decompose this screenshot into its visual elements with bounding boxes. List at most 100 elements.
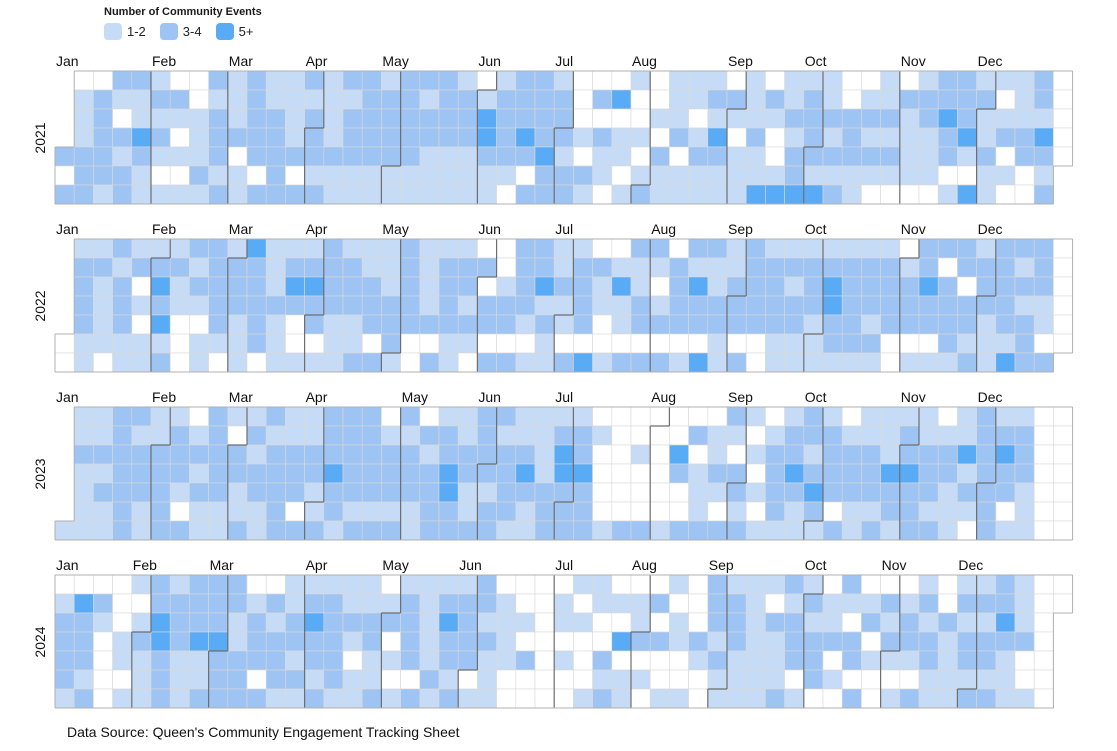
day-cell bbox=[553, 688, 574, 709]
month-label-2021-dec: Dec bbox=[978, 53, 1003, 69]
day-cell bbox=[707, 444, 728, 465]
day-cell bbox=[208, 482, 229, 503]
day-cell bbox=[649, 520, 670, 541]
day-cell bbox=[1033, 333, 1054, 354]
day-cell bbox=[1053, 444, 1073, 465]
day-cell bbox=[477, 501, 497, 522]
legend-item-high: 5+ bbox=[215, 23, 253, 40]
day-cell bbox=[841, 127, 862, 148]
month-label-2022-oct: Oct bbox=[805, 221, 827, 237]
day-cell bbox=[841, 593, 862, 614]
day-cell bbox=[573, 108, 593, 129]
day-cell bbox=[918, 89, 939, 110]
day-cell bbox=[995, 444, 1016, 465]
day-cell bbox=[265, 165, 286, 186]
month-boundaries-2022 bbox=[150, 239, 997, 372]
day-cell bbox=[649, 333, 670, 354]
day-cell bbox=[285, 406, 305, 427]
day-cell bbox=[515, 314, 536, 335]
day-cell bbox=[918, 444, 939, 465]
day-cell bbox=[803, 238, 824, 259]
day-cell bbox=[227, 520, 248, 541]
day-cell bbox=[131, 463, 152, 484]
day-cell bbox=[592, 108, 613, 129]
day-cell bbox=[899, 333, 920, 354]
day-cell bbox=[880, 593, 901, 614]
day-cell bbox=[745, 631, 766, 652]
day-cell bbox=[1053, 501, 1073, 522]
day-cell bbox=[1033, 146, 1054, 167]
day-cell bbox=[803, 593, 824, 614]
day-cell bbox=[438, 688, 459, 709]
day-cell bbox=[400, 612, 421, 633]
day-cell bbox=[1014, 425, 1035, 446]
day-cell bbox=[861, 257, 881, 278]
day-cell bbox=[169, 612, 190, 633]
day-cell bbox=[361, 146, 382, 167]
day-cell bbox=[150, 406, 171, 427]
day-cell bbox=[457, 257, 478, 278]
day-cell bbox=[918, 574, 939, 595]
day-cell bbox=[112, 574, 133, 595]
day-cell bbox=[803, 146, 824, 167]
day-cell bbox=[93, 257, 113, 278]
day-cell bbox=[841, 295, 862, 316]
day-cell bbox=[880, 333, 901, 354]
day-cell bbox=[419, 333, 440, 354]
day-cell bbox=[976, 257, 997, 278]
day-cell bbox=[592, 314, 613, 335]
month-label-2021-feb: Feb bbox=[152, 53, 176, 69]
day-cell bbox=[553, 425, 574, 446]
day-cell bbox=[784, 184, 805, 205]
day-cell bbox=[784, 425, 805, 446]
month-label-2022-sep: Sep bbox=[728, 221, 753, 237]
month-label-2024-apr: Apr bbox=[306, 557, 328, 573]
day-cell bbox=[534, 444, 555, 465]
day-cell bbox=[208, 70, 229, 91]
day-cell bbox=[227, 501, 248, 522]
day-cell bbox=[323, 70, 344, 91]
day-cell bbox=[342, 295, 363, 316]
day-cell bbox=[227, 650, 248, 671]
day-cell bbox=[112, 650, 133, 671]
day-cell bbox=[1033, 295, 1054, 316]
day-cell bbox=[861, 352, 881, 373]
day-cell bbox=[496, 612, 517, 633]
day-cell bbox=[496, 184, 517, 205]
year-label-2022: 2022 bbox=[32, 290, 48, 321]
day-cell bbox=[1014, 314, 1035, 335]
day-cell bbox=[285, 482, 305, 503]
day-cell bbox=[246, 593, 267, 614]
day-cell bbox=[534, 276, 555, 297]
day-cell bbox=[822, 333, 843, 354]
day-cell bbox=[515, 295, 536, 316]
day-cell bbox=[861, 108, 881, 129]
day-cell bbox=[73, 631, 94, 652]
day-cell bbox=[957, 127, 977, 148]
day-cell bbox=[861, 89, 881, 110]
day-cell bbox=[669, 184, 689, 205]
day-cell bbox=[649, 501, 670, 522]
day-cell bbox=[880, 482, 901, 503]
day-cell bbox=[93, 482, 113, 503]
day-cell bbox=[573, 688, 593, 709]
day-cell bbox=[246, 669, 267, 690]
day-cell bbox=[93, 314, 113, 335]
day-cell bbox=[457, 650, 478, 671]
day-cell bbox=[726, 574, 747, 595]
day-cell bbox=[726, 146, 747, 167]
day-cell bbox=[189, 184, 209, 205]
day-cell bbox=[419, 612, 440, 633]
day-cell bbox=[592, 444, 613, 465]
day-cell bbox=[995, 127, 1016, 148]
day-cell bbox=[841, 238, 862, 259]
day-cell bbox=[457, 333, 478, 354]
day-cell bbox=[304, 463, 325, 484]
day-cell bbox=[131, 108, 152, 129]
day-cell bbox=[304, 352, 325, 373]
day-cell bbox=[918, 165, 939, 186]
day-cell bbox=[880, 238, 901, 259]
day-cell bbox=[285, 463, 305, 484]
day-cell bbox=[457, 425, 478, 446]
day-cell bbox=[265, 463, 286, 484]
